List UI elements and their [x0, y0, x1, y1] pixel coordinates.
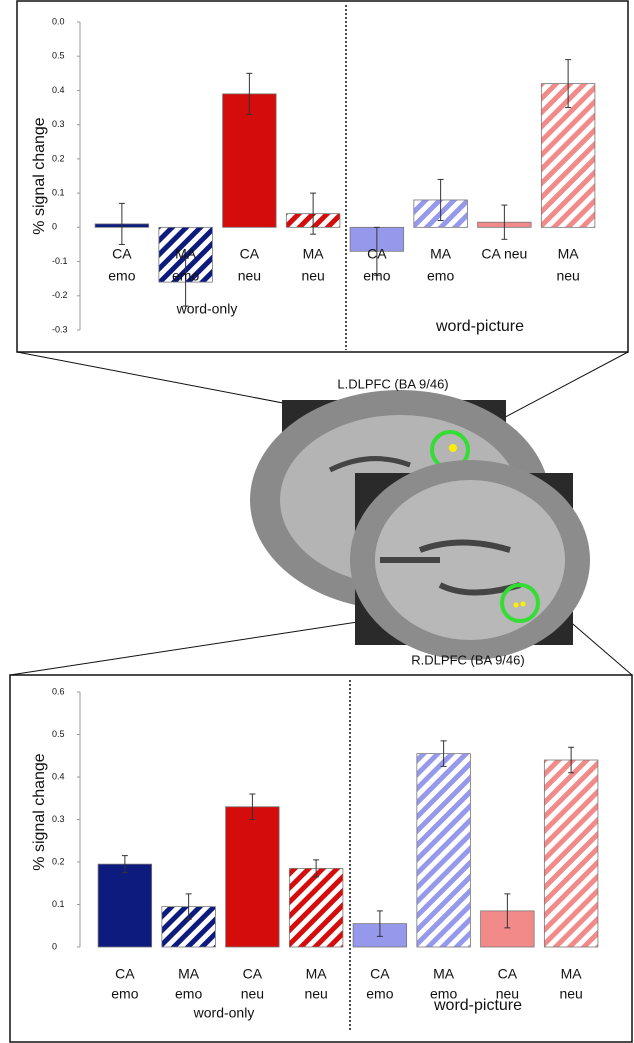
x-tick-label: neu	[238, 268, 261, 284]
group-label: word-picture	[433, 997, 522, 1014]
y-tick-label: 0	[52, 222, 57, 232]
x-tick-label: emo	[111, 986, 138, 1002]
y-tick-label: 0.6	[52, 686, 65, 696]
x-tick-label: MA	[561, 966, 583, 982]
x-tick-label: MA	[306, 966, 328, 982]
y-tick-label: 0.2	[52, 153, 65, 163]
x-tick-label: MA	[175, 246, 197, 262]
bar	[288, 867, 344, 948]
x-tick-label: CA	[240, 246, 260, 262]
y-tick-label: 0	[52, 941, 57, 951]
brain-right	[350, 460, 590, 660]
y-tick-label: 0.5	[52, 51, 65, 61]
group-label: word-picture	[435, 318, 524, 335]
x-tick-label: emo	[427, 268, 454, 284]
y-tick-label: 0.1	[52, 187, 65, 197]
y-axis-label: % signal change	[31, 117, 48, 235]
bar	[222, 93, 277, 228]
y-tick-label: 0.3	[52, 814, 65, 824]
x-tick-label: emo	[175, 986, 202, 1002]
x-tick-label: neu	[304, 986, 327, 1002]
region-label: R.DLPFC (BA 9/46)	[411, 652, 524, 667]
y-tick-label: 0.3	[52, 119, 65, 129]
x-tick-label: CA	[112, 246, 132, 262]
region-label: L.DLPFC (BA 9/46)	[337, 376, 448, 391]
x-tick-label: neu	[241, 986, 264, 1002]
y-tick-label: -0.1	[52, 256, 68, 266]
x-tick-label: CA neu	[481, 246, 527, 262]
bar	[97, 863, 153, 948]
y-tick-label: 0.4	[52, 771, 65, 781]
x-tick-label: MA	[303, 246, 325, 262]
group-label: word-only	[176, 301, 238, 317]
y-tick-label: -0.3	[52, 324, 68, 334]
y-tick-label: 0.5	[52, 729, 65, 739]
x-tick-label: CA	[370, 966, 390, 982]
x-tick-label: MA	[430, 246, 452, 262]
x-tick-label: CA	[243, 966, 263, 982]
group-label: word-only	[193, 1005, 255, 1021]
x-tick-label: CA	[115, 966, 135, 982]
x-tick-label: emo	[363, 268, 390, 284]
x-tick-label: neu	[559, 986, 582, 1002]
bar	[416, 753, 471, 948]
x-tick-label: emo	[430, 986, 457, 1002]
y-tick-label: 0.1	[52, 899, 65, 909]
top-frame	[16, 0, 629, 353]
bar	[543, 759, 599, 948]
bar	[225, 806, 280, 948]
x-tick-label: emo	[108, 268, 135, 284]
x-tick-label: emo	[172, 268, 199, 284]
y-axis-label: % signal change	[31, 753, 48, 871]
x-tick-label: CA	[498, 966, 518, 982]
y-tick-label: -0.2	[52, 290, 68, 300]
x-tick-label: MA	[178, 966, 200, 982]
y-tick-label: 0.0	[52, 16, 65, 26]
x-tick-label: neu	[496, 986, 519, 1002]
x-tick-label: neu	[301, 268, 324, 284]
x-tick-label: CA	[367, 246, 387, 262]
y-tick-label: 0.2	[52, 856, 65, 866]
x-tick-label: MA	[433, 966, 455, 982]
x-tick-label: neu	[556, 268, 579, 284]
x-tick-label: MA	[558, 246, 580, 262]
x-tick-label: emo	[366, 986, 393, 1002]
y-tick-label: 0.4	[52, 85, 65, 95]
bottom-frame	[9, 674, 633, 1043]
